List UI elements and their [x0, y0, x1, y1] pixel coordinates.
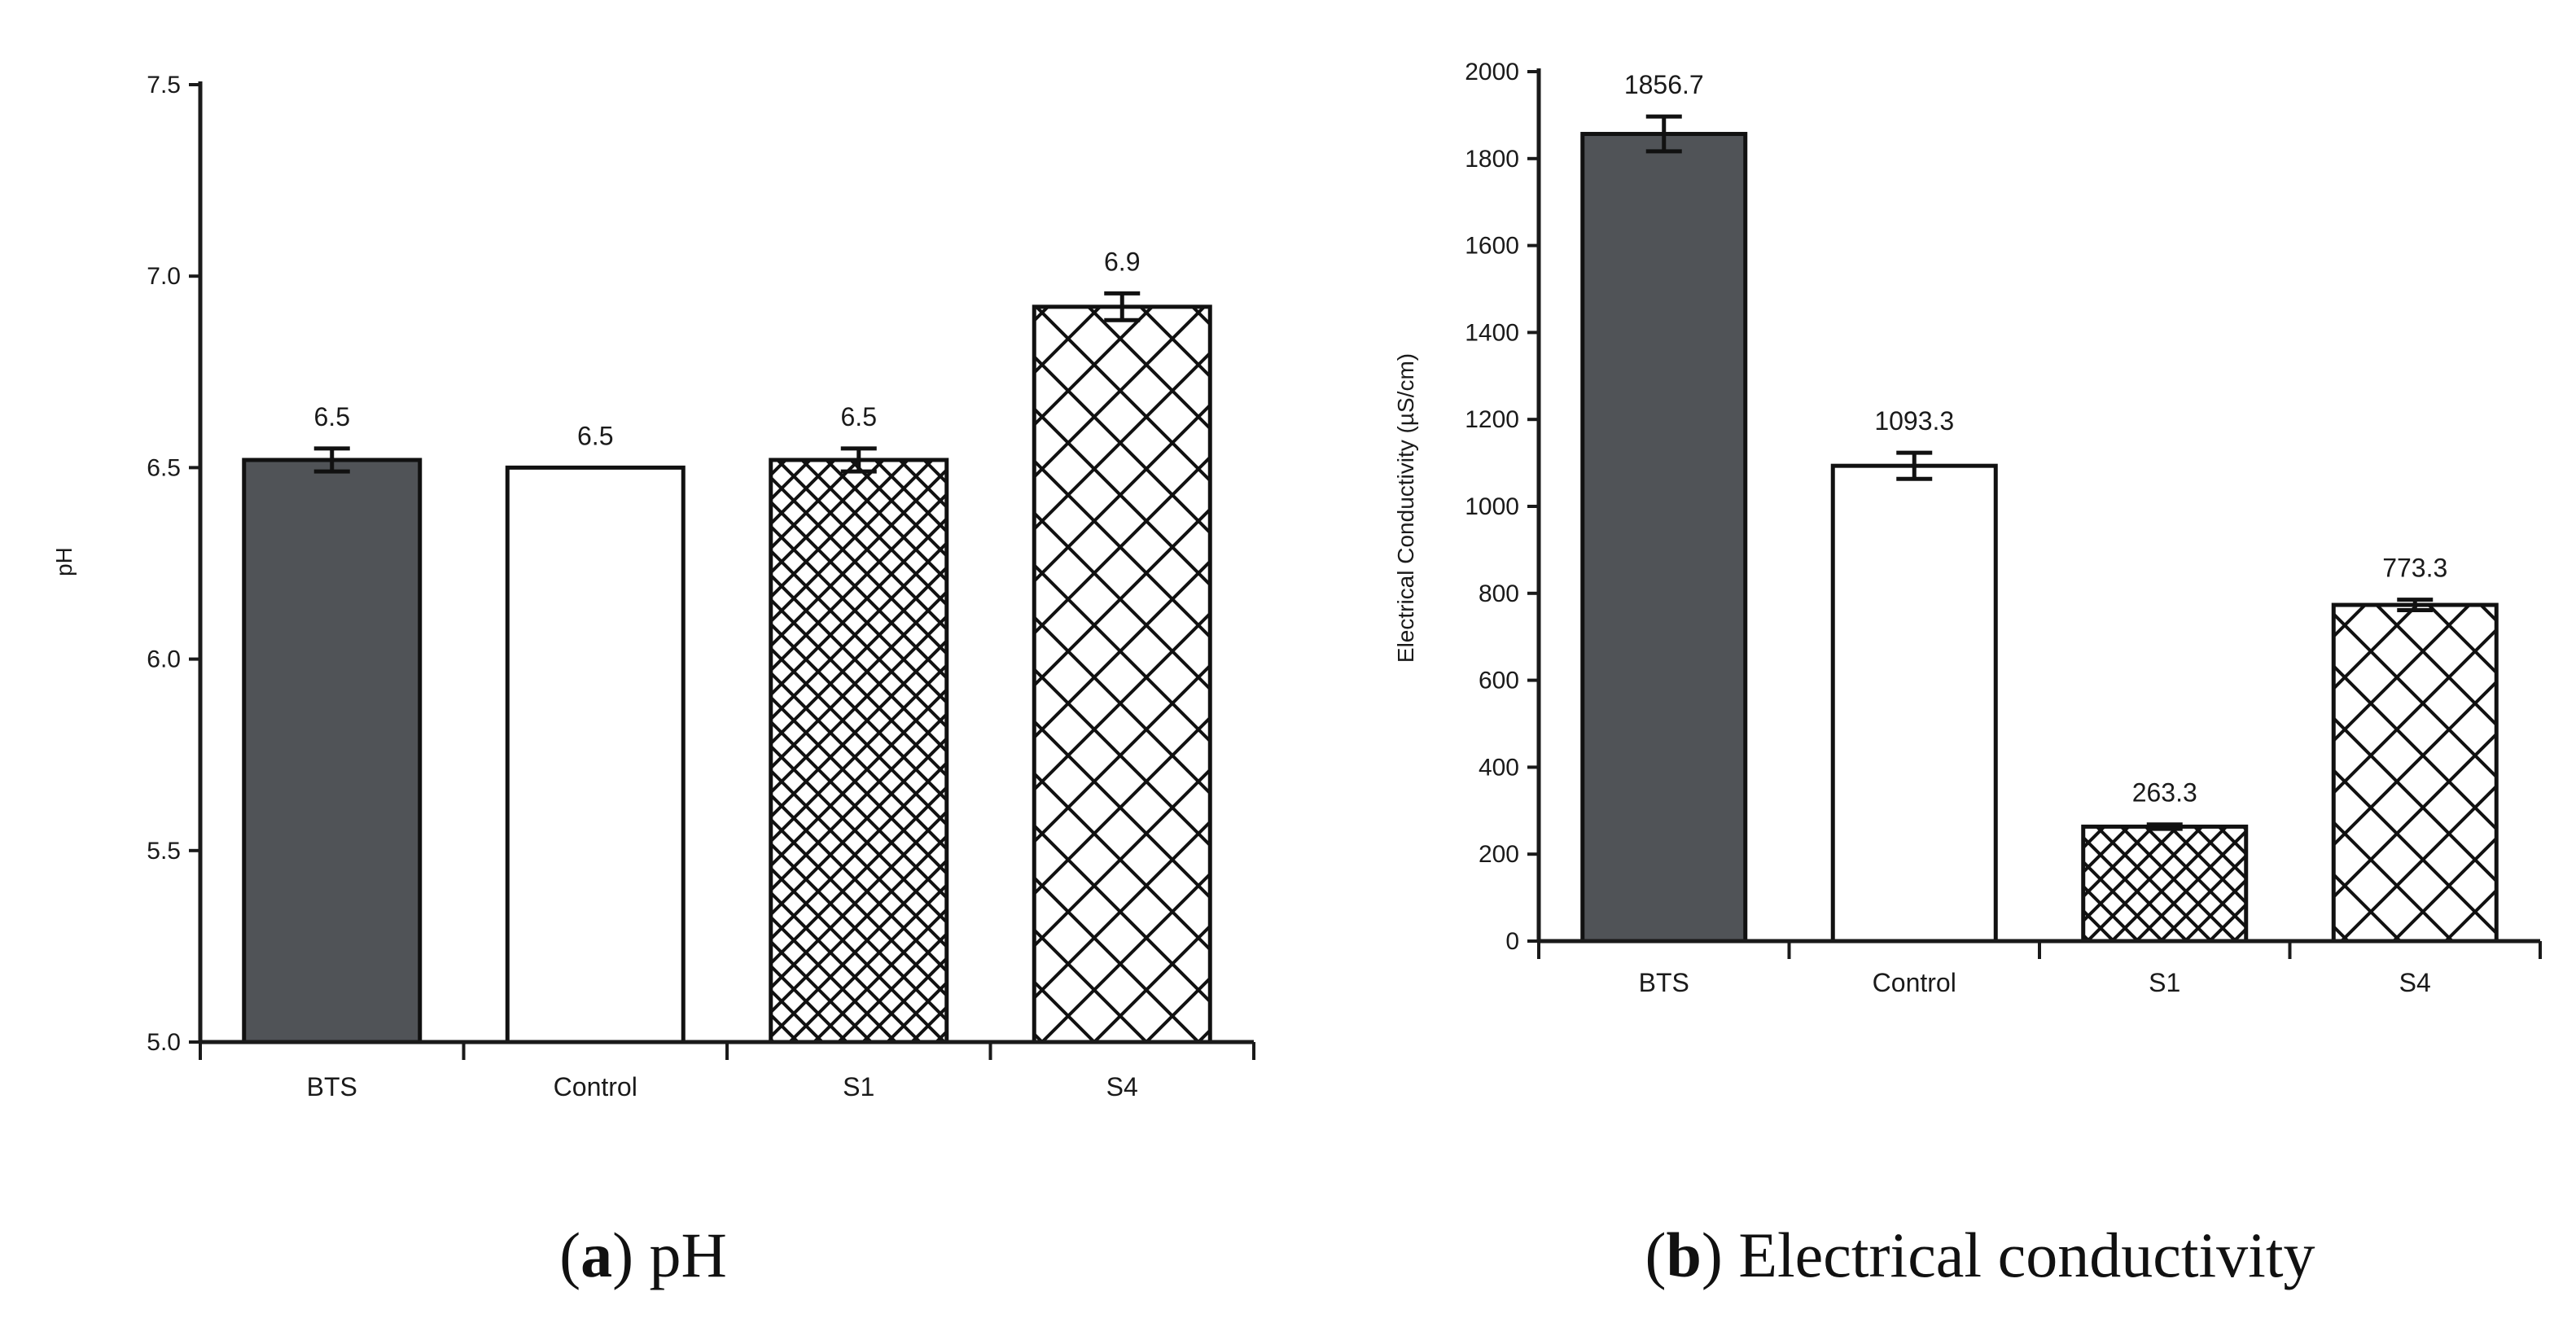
ec-data-label: 1856.7 [1624, 70, 1704, 99]
ec-ytick-label: 600 [1479, 668, 1519, 694]
ph-bar-bts [242, 458, 423, 1044]
ph-ytick-label: 7.5 [147, 72, 181, 99]
ec-xticks: BTS Control S1 S4 [1537, 941, 2542, 997]
ph-data-label: 6.5 [841, 402, 877, 431]
ec-ytick-label: 1000 [1465, 493, 1519, 520]
ph-bars: 6.5 6.5 6.5 6.9 [242, 247, 1212, 1044]
ec-bar-s1 [2081, 824, 2249, 944]
caption-b-letter: b [1666, 1220, 1701, 1290]
ec-ytick-label: 400 [1479, 754, 1519, 781]
ph-bar-s1 [769, 458, 949, 1044]
ph-data-label: 6.9 [1104, 247, 1140, 276]
ph-bar-control [505, 465, 686, 1044]
ph-ytick-label: 6.5 [147, 454, 181, 481]
ec-xtick-label: S4 [2399, 968, 2431, 997]
ec-bar-control [1830, 463, 1998, 944]
ec-ytick-label: 1400 [1465, 319, 1519, 346]
ph-ytick-label: 5.5 [147, 838, 181, 865]
caption-b-text: ) Electrical conductivity [1702, 1220, 2315, 1290]
ph-ylabel: pH [51, 547, 77, 576]
ph-bar-s4 [1032, 304, 1212, 1044]
ec-ytick-label: 800 [1479, 580, 1519, 607]
ec-ytick-label: 1600 [1465, 233, 1519, 260]
ec-data-label: 1093.3 [1874, 406, 1954, 436]
ph-data-label: 6.5 [314, 402, 350, 431]
ec-ytick-label: 1800 [1465, 146, 1519, 173]
ec-xtick-label: Control [1873, 968, 1956, 997]
ph-ytick-label: 6.0 [147, 646, 181, 673]
ec-bars: 1856.7 1093.3 263.3 773.3 [1580, 70, 2499, 944]
ec-xtick-label: S1 [2149, 968, 2180, 997]
ec-xtick-label: BTS [1639, 968, 1689, 997]
ec-ytick-label: 200 [1479, 841, 1519, 868]
ec-ytick-label: 0 [1505, 928, 1519, 955]
ph-chart: pH 5.0 5.5 6.0 6.5 7.0 7.5 6.5 6.5 6.5 6.9 BTS Co… [51, 72, 1255, 1101]
ph-data-label: 6.5 [577, 421, 613, 450]
caption-b-open: ( [1645, 1220, 1666, 1290]
caption-b: (b) Electrical conductivity [1645, 1220, 2315, 1290]
ph-xtick-label: S4 [1106, 1072, 1138, 1101]
ph-xtick-label: BTS [307, 1072, 357, 1101]
ph-xticks: BTS Control S1 S4 [199, 1042, 1255, 1101]
ph-yticks: 5.0 5.5 6.0 6.5 7.0 7.5 [147, 72, 200, 1056]
caption-a-text: ) pH [612, 1220, 727, 1290]
ec-yticks: 0 200 400 600 800 1000 1200 1400 1600 1800 2000 [1465, 59, 1539, 955]
ec-ytick-label: 1200 [1465, 406, 1519, 433]
ec-data-label: 773.3 [2382, 554, 2447, 583]
ph-xtick-label: Control [554, 1072, 637, 1101]
ph-xtick-label: S1 [843, 1072, 874, 1101]
ph-ytick-label: 5.0 [147, 1029, 181, 1056]
caption-a-open: ( [559, 1220, 580, 1290]
caption-a: (a) pH [559, 1220, 727, 1290]
caption-a-letter: a [580, 1220, 612, 1290]
ec-bar-bts [1580, 132, 1748, 944]
ec-ytick-label: 2000 [1465, 59, 1519, 85]
ec-bar-s4 [2331, 602, 2499, 944]
ec-ylabel: Electrical Conductivity (µS/cm) [1393, 353, 1418, 663]
ph-ytick-label: 7.0 [147, 263, 181, 290]
ec-chart: Electrical Conductivity (µS/cm) 0 200 400 6… [1393, 59, 2542, 997]
ec-data-label: 263.3 [2132, 778, 2197, 808]
